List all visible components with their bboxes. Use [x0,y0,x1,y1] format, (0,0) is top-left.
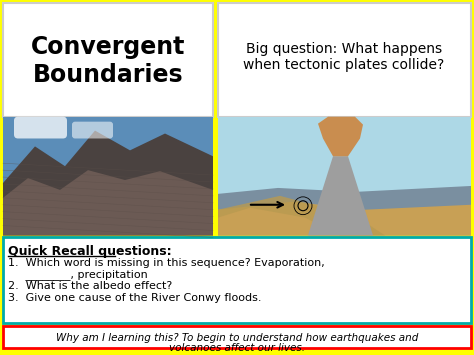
Text: volcanoes affect our lives.: volcanoes affect our lives. [169,343,305,353]
FancyBboxPatch shape [72,122,113,138]
FancyBboxPatch shape [3,117,213,235]
FancyBboxPatch shape [218,3,471,117]
Polygon shape [318,117,363,156]
Polygon shape [218,186,471,235]
Polygon shape [218,196,385,235]
Text: Why am I learning this? To begin to understand how earthquakes and: Why am I learning this? To begin to unde… [56,333,418,343]
Polygon shape [308,156,373,235]
Text: Quick Recall questions:: Quick Recall questions: [8,245,172,258]
Text: Big question: What happens
when tectonic plates collide?: Big question: What happens when tectonic… [243,42,445,72]
Text: ________, precipitation: ________, precipitation [8,269,148,280]
Polygon shape [3,131,213,235]
FancyBboxPatch shape [14,117,67,138]
FancyBboxPatch shape [3,327,471,348]
Text: 1.  Which word is missing in this sequence? Evaporation,: 1. Which word is missing in this sequenc… [8,258,325,268]
Text: 2.  What is the albedo effect?: 2. What is the albedo effect? [8,281,172,291]
Polygon shape [218,202,471,235]
FancyBboxPatch shape [218,117,471,235]
Text: 3.  Give one cause of the River Conwy floods.: 3. Give one cause of the River Conwy flo… [8,293,262,303]
FancyBboxPatch shape [3,3,213,117]
Polygon shape [3,170,213,235]
Text: Convergent
Boundaries: Convergent Boundaries [31,36,185,87]
FancyBboxPatch shape [3,237,471,323]
